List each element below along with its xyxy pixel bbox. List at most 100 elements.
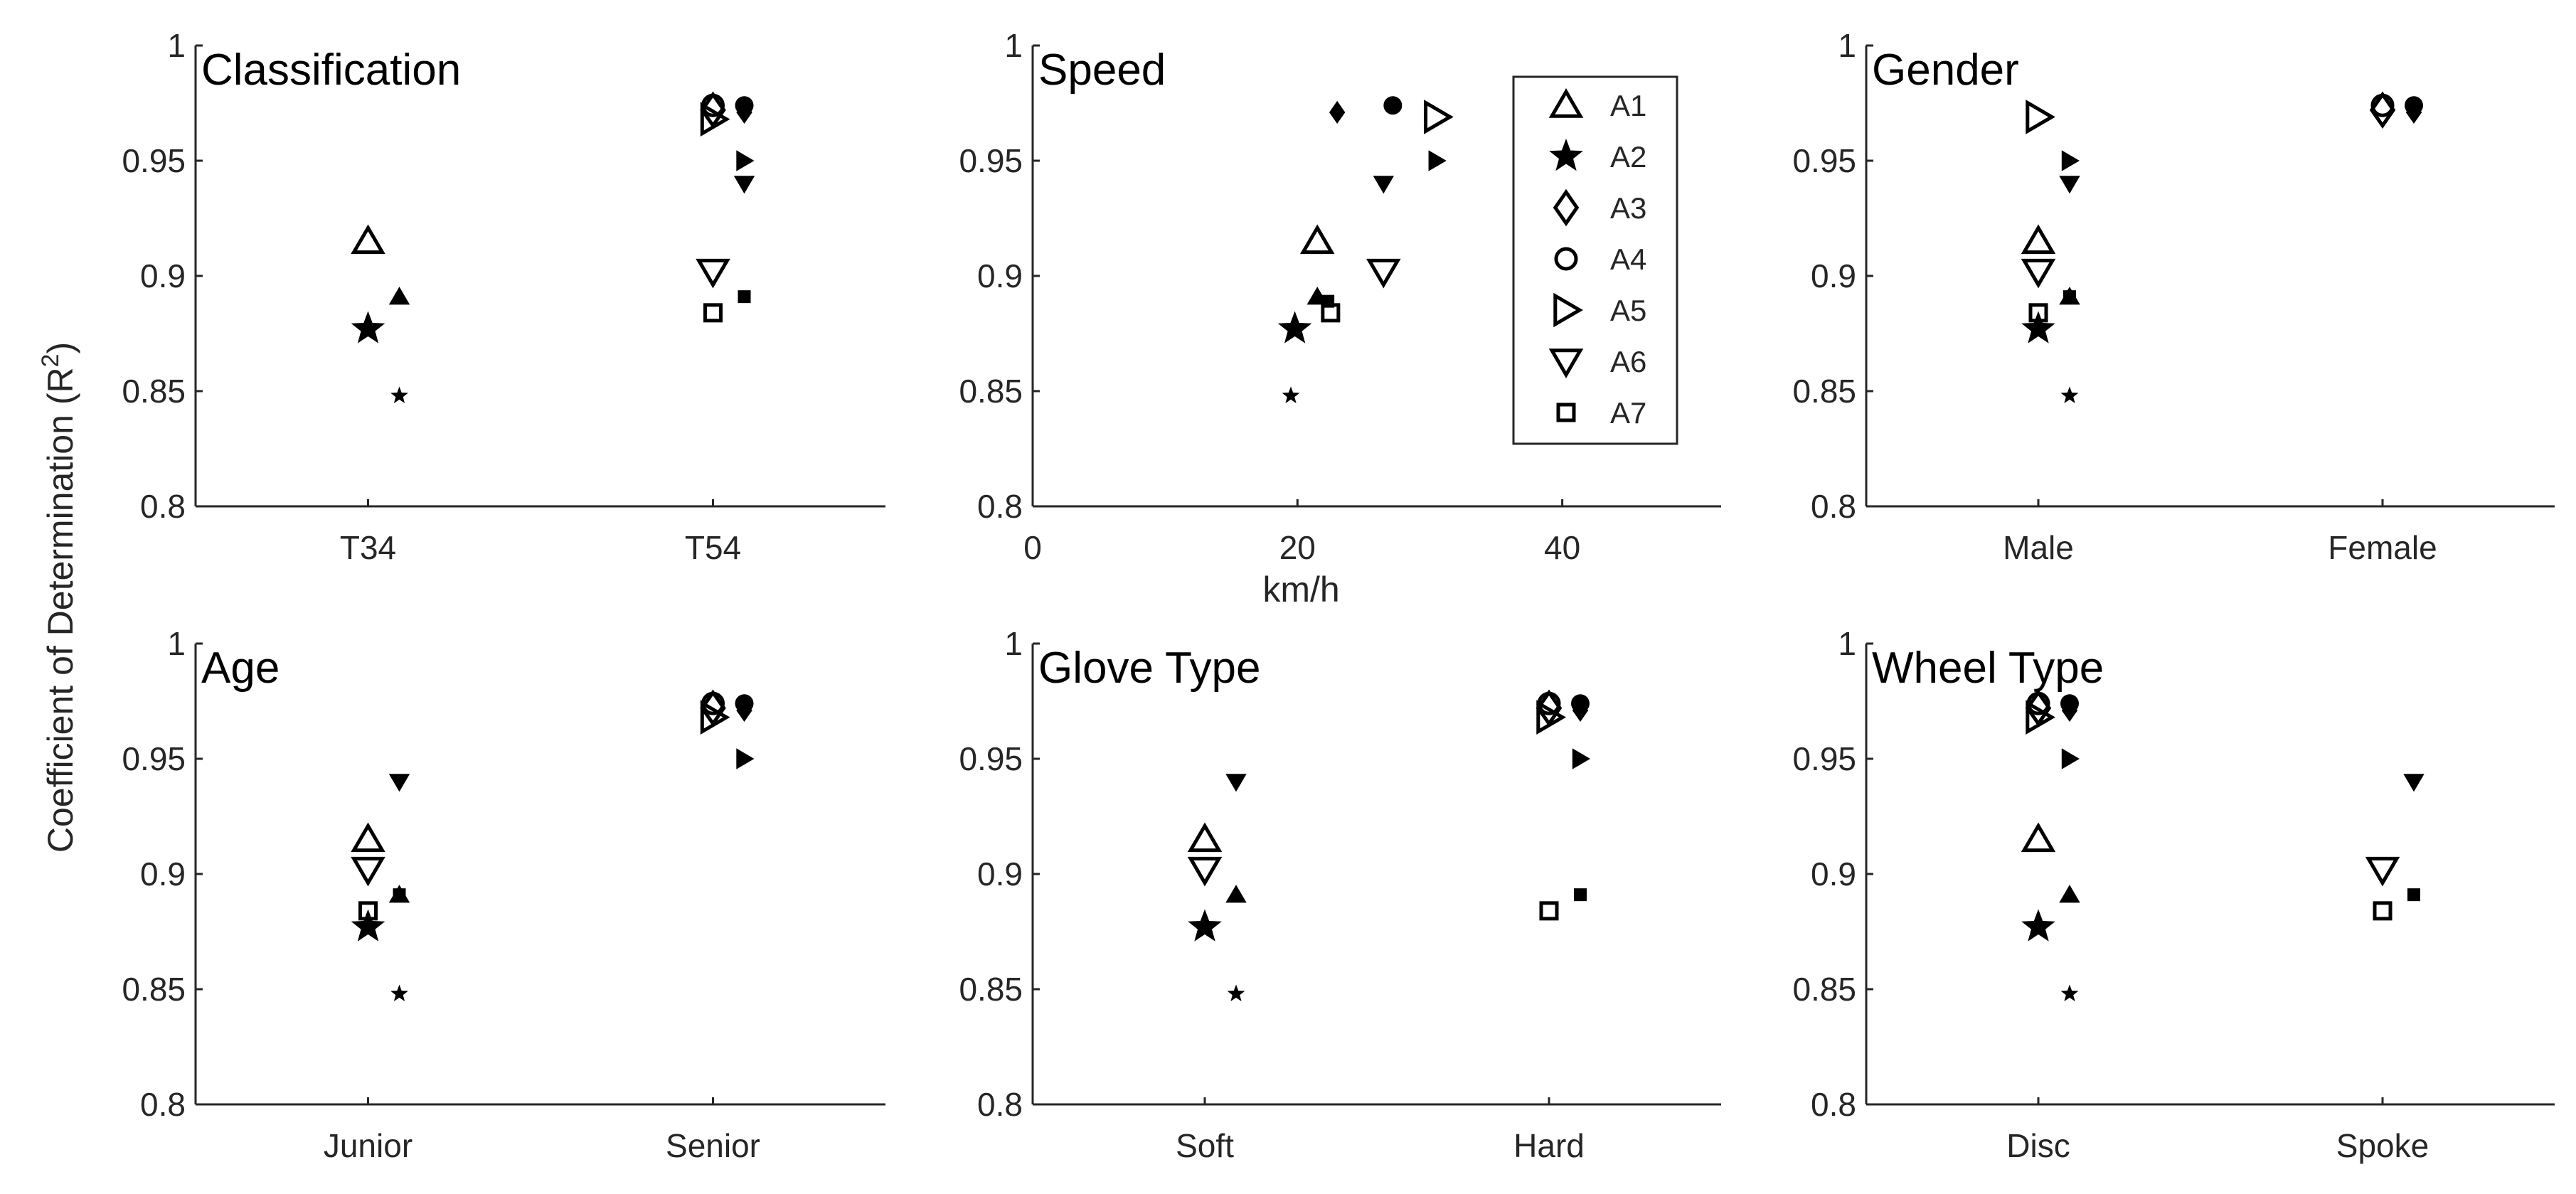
y-tick-label: 0.8: [140, 488, 186, 525]
y-tick-label: 0.9: [977, 257, 1023, 294]
legend-marker-a4: [1554, 247, 1578, 271]
y-tick-label: 1: [167, 27, 186, 64]
panel-title: Glove Type: [1038, 644, 1260, 693]
point-a2: [1277, 311, 1312, 343]
y-tick-label: 1: [1004, 27, 1023, 64]
y-tick-label: 0.85: [1792, 971, 1856, 1008]
y-tick-label: 0.85: [1792, 373, 1856, 410]
point-a5: [700, 102, 730, 137]
point-a2: [2060, 984, 2079, 1001]
point-a7: [738, 290, 751, 304]
y-tick-label: 0.95: [959, 740, 1023, 777]
point-a5: [700, 700, 730, 735]
point-a7: [2407, 888, 2420, 902]
point-a2: [2060, 386, 2079, 403]
point-a6: [1366, 258, 1401, 289]
y-tick-label: 0.9: [140, 855, 186, 892]
panel-title: Classification: [201, 46, 461, 95]
y-tick-label: 0.95: [1792, 142, 1856, 179]
point-a7: [2373, 901, 2393, 921]
point-a7: [1539, 901, 1559, 921]
point-a1: [1299, 224, 1335, 255]
point-a4: [2370, 93, 2395, 117]
point-a2: [351, 909, 385, 942]
point-a4: [2405, 96, 2423, 115]
point-a6: [1187, 856, 1223, 887]
point-a5: [1424, 100, 1454, 134]
x-tick-label: Senior: [666, 1127, 760, 1164]
point-a3: [2369, 91, 2396, 129]
point-a4: [735, 96, 754, 115]
point-a5: [2026, 100, 2055, 134]
y-tick-label: 0.95: [122, 740, 186, 777]
legend: A1 A2 A3 A4 A5 A6 A7: [1512, 75, 1678, 445]
point-a1: [351, 224, 385, 255]
legend-marker-a3: [1553, 188, 1580, 227]
point-a2: [1282, 386, 1300, 403]
y-tick-label: 0.95: [959, 142, 1023, 179]
legend-marker-a5: [1553, 292, 1583, 328]
x-tick-label: Spoke: [2336, 1127, 2429, 1164]
point-a5: [1572, 748, 1590, 769]
x-tick-label: 0: [1023, 529, 1042, 566]
y-tick-label: 0.8: [1811, 1086, 1856, 1123]
point-a7: [1321, 303, 1341, 323]
y-axis-label: Coefficient of Determination (R2): [37, 342, 80, 853]
point-a2: [390, 386, 408, 403]
point-a1: [2059, 885, 2080, 903]
point-a1: [2021, 822, 2056, 853]
y-tick-label: 0.95: [122, 142, 186, 179]
y-tick-label: 0.85: [122, 971, 186, 1008]
point-a5: [1428, 150, 1447, 171]
x-tick-label: Junior: [324, 1127, 413, 1164]
point-a7: [2063, 290, 2076, 304]
legend-label: A4: [1610, 242, 1646, 276]
point-a6: [2365, 856, 2400, 887]
legend-marker-a2: [1549, 139, 1583, 171]
point-a6: [2403, 774, 2425, 792]
point-a5: [1536, 700, 1566, 735]
legend-box: [1512, 75, 1678, 445]
point-a5: [736, 748, 755, 769]
y-tick-label: 0.8: [977, 1086, 1023, 1123]
x-tick-label: Hard: [1513, 1127, 1585, 1164]
point-a6: [351, 856, 385, 887]
y-tick-label: 0.9: [1811, 855, 1856, 892]
legend-label: A3: [1610, 191, 1646, 225]
point-a1: [351, 822, 385, 853]
x-axis-label: km/h: [1262, 570, 1339, 609]
point-a2: [2021, 909, 2055, 942]
y-tick-label: 1: [1004, 625, 1023, 662]
point-a6: [733, 176, 755, 194]
legend-marker-a6: [1548, 348, 1584, 378]
legend-marker-a1: [1548, 88, 1584, 118]
y-tick-label: 0.85: [959, 373, 1023, 410]
point-a5: [2026, 700, 2055, 735]
point-a4: [735, 694, 754, 713]
point-a2: [351, 311, 385, 343]
point-a2: [390, 984, 408, 1001]
point-a5: [2061, 150, 2080, 171]
point-a2: [1188, 909, 1222, 942]
x-tick-label: Disc: [2006, 1127, 2070, 1164]
point-a7: [393, 888, 406, 902]
x-tick-label: T34: [340, 529, 396, 566]
y-tick-label: 0.9: [1811, 257, 1856, 294]
legend-label: A1: [1610, 89, 1646, 122]
legend-marker-a7: [1556, 403, 1576, 422]
point-a5: [736, 150, 755, 171]
y-tick-label: 1: [1838, 625, 1856, 662]
x-tick-label: Soft: [1176, 1127, 1234, 1164]
y-tick-label: 0.8: [977, 488, 1023, 525]
legend-label: A7: [1610, 396, 1646, 430]
point-a7: [703, 303, 723, 323]
x-tick-label: 40: [1544, 529, 1580, 566]
panel-age: 0.8 0.85 0.9 0.95 1 Junior Senior Age: [122, 625, 885, 1164]
point-a6: [1373, 176, 1395, 194]
panel-gender: 0.8 0.85 0.9 0.95 1 Male Female Gender: [1792, 27, 2555, 566]
legend-label: A5: [1610, 294, 1646, 327]
point-a5: [2061, 748, 2080, 769]
point-a4: [1383, 96, 1403, 115]
point-a2: [2021, 311, 2055, 343]
